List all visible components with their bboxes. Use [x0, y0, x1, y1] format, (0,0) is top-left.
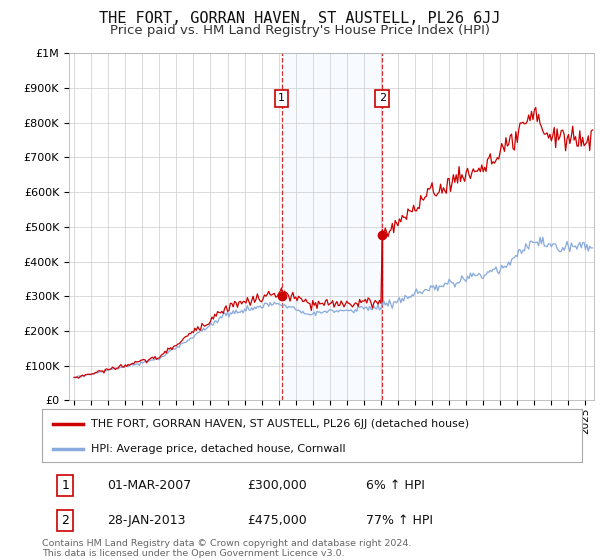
Text: 77% ↑ HPI: 77% ↑ HPI: [366, 514, 433, 526]
Text: 2: 2: [379, 94, 386, 104]
Text: THE FORT, GORRAN HAVEN, ST AUSTELL, PL26 6JJ: THE FORT, GORRAN HAVEN, ST AUSTELL, PL26…: [99, 11, 501, 26]
Text: Price paid vs. HM Land Registry's House Price Index (HPI): Price paid vs. HM Land Registry's House …: [110, 24, 490, 36]
Text: 28-JAN-2013: 28-JAN-2013: [107, 514, 185, 526]
Text: 2: 2: [61, 514, 69, 526]
Text: 1: 1: [61, 479, 69, 492]
Bar: [281, 53, 382, 400]
Text: 01-MAR-2007: 01-MAR-2007: [107, 479, 191, 492]
Text: THE FORT, GORRAN HAVEN, ST AUSTELL, PL26 6JJ (detached house): THE FORT, GORRAN HAVEN, ST AUSTELL, PL26…: [91, 419, 469, 429]
Text: £300,000: £300,000: [247, 479, 307, 492]
Text: £475,000: £475,000: [247, 514, 307, 526]
Text: 1: 1: [278, 94, 285, 104]
Text: 6% ↑ HPI: 6% ↑ HPI: [366, 479, 425, 492]
Text: HPI: Average price, detached house, Cornwall: HPI: Average price, detached house, Corn…: [91, 444, 345, 454]
Text: Contains HM Land Registry data © Crown copyright and database right 2024.
This d: Contains HM Land Registry data © Crown c…: [42, 539, 412, 558]
